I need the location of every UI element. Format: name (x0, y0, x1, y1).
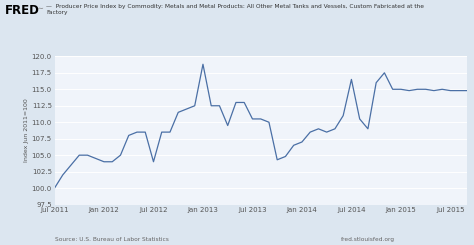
Text: Source: U.S. Bureau of Labor Statistics: Source: U.S. Bureau of Labor Statistics (55, 237, 168, 242)
Y-axis label: Index Jun 2011=100: Index Jun 2011=100 (24, 98, 29, 162)
Text: fred.stlouisfed.org: fred.stlouisfed.org (341, 237, 395, 242)
Text: ∼: ∼ (36, 4, 44, 13)
Text: —  Producer Price Index by Commodity: Metals and Metal Products: All Other Metal: — Producer Price Index by Commodity: Met… (46, 4, 424, 15)
Text: FRED: FRED (5, 4, 40, 17)
